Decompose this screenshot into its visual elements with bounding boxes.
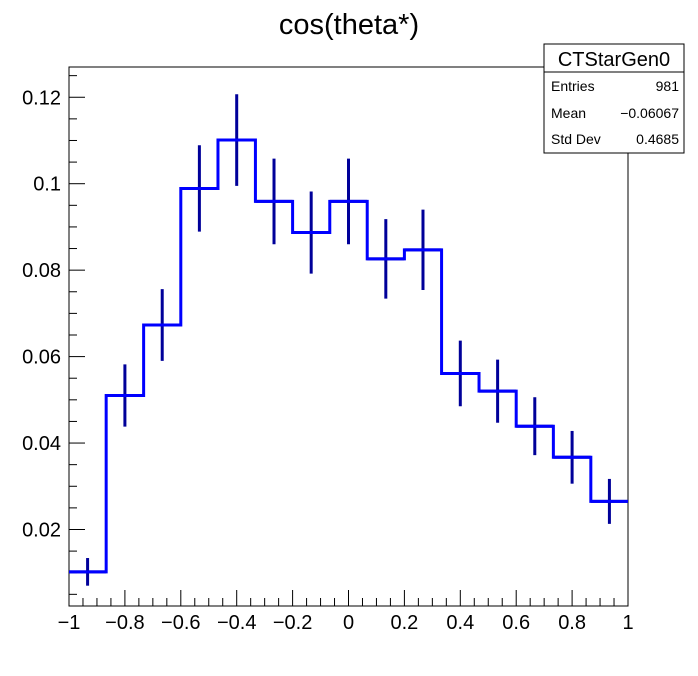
stats-entries-label: Entries bbox=[551, 78, 595, 94]
y-tick-labels: 0.02 0.04 0.06 0.08 0.1 0.12 bbox=[22, 87, 61, 541]
y-tick-label: 0.12 bbox=[22, 87, 61, 109]
x-tick-label: 0.4 bbox=[446, 612, 474, 634]
x-tick-label: −0.2 bbox=[273, 612, 312, 634]
y-tick-label: 0.1 bbox=[33, 174, 61, 196]
x-tick-label: −0.6 bbox=[161, 612, 200, 634]
stats-stddev-value: 0.4685 bbox=[636, 131, 679, 147]
x-tick-label: −0.8 bbox=[105, 612, 144, 634]
stats-mean-value: −0.06067 bbox=[620, 105, 679, 121]
histogram-series bbox=[69, 138, 628, 574]
x-tick-label: 0.6 bbox=[502, 612, 530, 634]
stats-mean-label: Mean bbox=[551, 105, 586, 121]
axis-ticks bbox=[68, 75, 629, 606]
x-tick-labels: −1 −0.8 −0.6 −0.4 −0.2 0 0.2 0.4 0.6 0.8 1 bbox=[58, 612, 634, 634]
y-tick-label: 0.06 bbox=[22, 347, 61, 369]
x-tick-label: 0 bbox=[343, 612, 354, 634]
stats-box-frame bbox=[543, 43, 685, 154]
stats-box-title: CTStarGen0 bbox=[558, 49, 670, 71]
stats-entries-value: 981 bbox=[656, 78, 680, 94]
stats-stddev-label: Std Dev bbox=[551, 131, 601, 147]
y-tick-label: 0.08 bbox=[22, 260, 61, 282]
x-tick-label: −0.4 bbox=[217, 612, 256, 634]
x-tick-label: 1 bbox=[622, 612, 633, 634]
y-tick-label: 0.04 bbox=[22, 433, 61, 455]
x-tick-label: 0.8 bbox=[558, 612, 586, 634]
x-tick-label: −1 bbox=[58, 612, 81, 634]
chart-title: cos(theta*) bbox=[279, 9, 419, 41]
x-tick-label: 0.2 bbox=[390, 612, 418, 634]
y-tick-label: 0.02 bbox=[22, 519, 61, 541]
error-bars bbox=[69, 94, 628, 586]
histogram-line bbox=[69, 138, 628, 574]
stats-box: CTStarGen0 Entries 981 Mean −0.06067 Std… bbox=[543, 43, 685, 154]
